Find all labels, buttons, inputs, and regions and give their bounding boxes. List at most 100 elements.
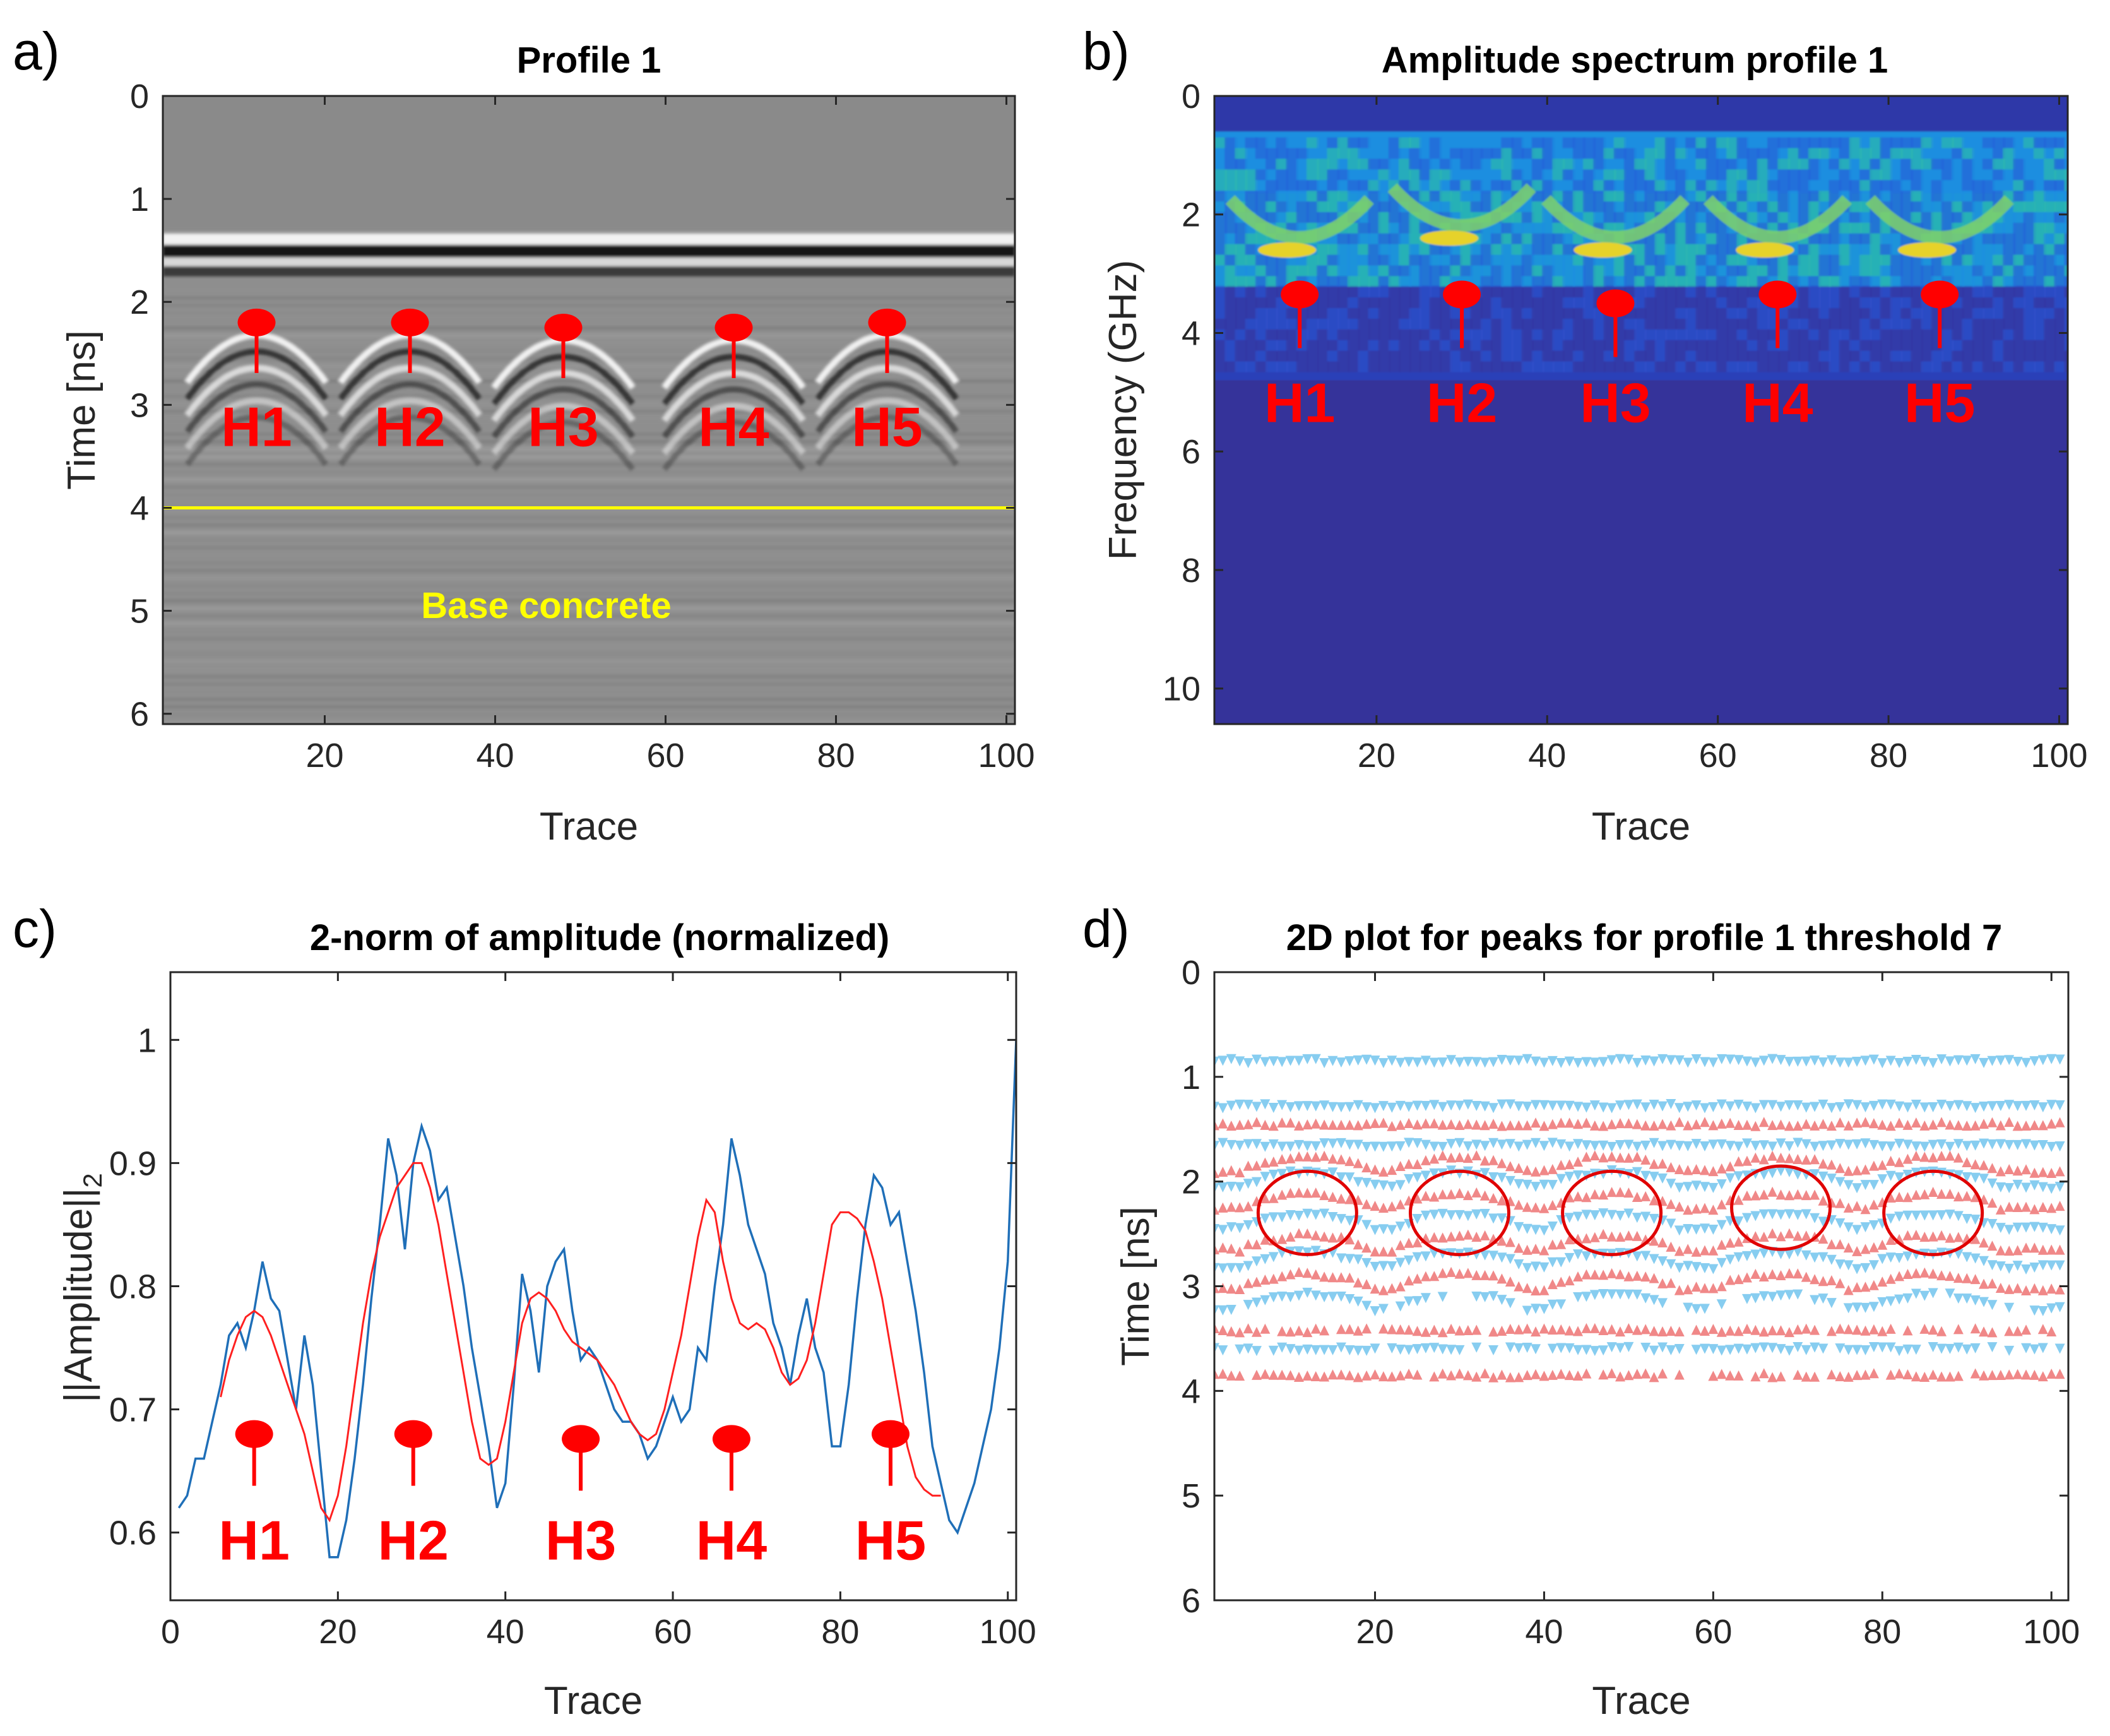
panel-b-cell (1327, 361, 1340, 372)
panel-b-cell (1276, 169, 1289, 181)
panel-a-texture-stripe (163, 598, 1015, 603)
panel-d-positive-peak (1775, 1102, 1786, 1112)
panel-d-negative-peak (1378, 1285, 1389, 1295)
panel-b-cell (1664, 329, 1678, 340)
panel-d-positive-peak (1589, 1346, 1600, 1357)
panel-b-cell (1255, 340, 1268, 351)
panel-b-cell (1746, 318, 1760, 330)
panel-d-negative-peak (1758, 1232, 1769, 1242)
panel-d-positive-peak (1810, 1102, 1820, 1112)
panel-d-negative-peak (1598, 1189, 1609, 1200)
panel-d-positive-peak (1471, 1209, 1482, 1220)
panel-d-negative-peak (1606, 1119, 1617, 1129)
panel-b-cell (1839, 137, 1852, 148)
panel-b-cell (1337, 148, 1350, 159)
panel-d-negative-peak (1387, 1165, 1397, 1175)
panel-b-cell (1470, 137, 1483, 148)
panel-d-negative-peak (1564, 1117, 1575, 1128)
panel-a-texture-stripe (163, 333, 1015, 338)
panel-b-cell (1890, 329, 1903, 340)
panel-d-negative-peak (1573, 1119, 1584, 1129)
panel-b-cell (1931, 180, 1944, 191)
panel-d-negative-peak (1319, 1190, 1330, 1201)
panel-d-positive-peak (1260, 1099, 1271, 1110)
panel-a-texture-stripe (163, 455, 1015, 459)
panel-d-negative-peak (1454, 1268, 1465, 1279)
panel-b-cell (1235, 361, 1248, 372)
panel-d-negative-peak (1226, 1283, 1236, 1294)
panel-b-cell (1501, 318, 1514, 330)
panel-b-cell (1562, 158, 1575, 170)
panel-d-positive-peak (1657, 1173, 1668, 1184)
panel-d-positive-peak (1708, 1102, 1719, 1112)
panel-d-positive-peak (1446, 1139, 1457, 1150)
panel-b-hotspot (1898, 242, 1957, 258)
panel-b-cell (1911, 318, 1924, 330)
panel-b-cell (1808, 287, 1821, 298)
panel-d-positive-peak (1260, 1057, 1271, 1067)
panel-d-positive-peak (2029, 1056, 2040, 1067)
panel-d-positive-peak (1260, 1254, 1271, 1264)
panel-d-positive-peak (1987, 1178, 1998, 1189)
panel-d-positive-peak (1437, 1102, 1448, 1112)
panel-d-positive-peak (2037, 1222, 2048, 1233)
panel-d-positive-peak (1214, 1102, 1219, 1112)
panel-b-cell (1726, 340, 1740, 351)
panel-d-negative-peak (1556, 1324, 1567, 1335)
panel-b-cell (1552, 158, 1565, 170)
panel-b-cell (2003, 233, 2016, 244)
panel-d-positive-peak (1885, 1141, 1896, 1152)
panel-d-positive-peak (1699, 1263, 1710, 1273)
panel-d-positive-peak (1885, 1099, 1896, 1110)
panel-b-cell (1265, 180, 1279, 191)
panel-d-positive-peak (1995, 1223, 2006, 1234)
panel-b-cell (1265, 158, 1279, 170)
panel-d-positive-peak (1843, 1260, 1854, 1271)
panel-d-negative-peak (1623, 1187, 1634, 1198)
panel-d-positive-peak (1911, 1141, 1921, 1152)
panel-b-cell (1767, 361, 1781, 372)
panel-b-cell (1521, 222, 1534, 234)
panel-b-cell (1501, 169, 1514, 181)
panel-d-negative-peak (1285, 1187, 1296, 1198)
panel-b-cell (1491, 158, 1504, 170)
panel-b-cell (2064, 361, 2068, 372)
panel-d-negative-peak (2046, 1369, 2057, 1379)
panel-b-cell (1358, 287, 1371, 298)
panel-a-hyperbola-band (338, 397, 482, 450)
panel-a: a) Profile 1 20 40 60 80 1000123456TraceTime… (13, 21, 1035, 848)
panel-b-cell (1368, 254, 1381, 266)
panel-d-positive-peak (1556, 1139, 1567, 1150)
panel-b-cell (1378, 211, 1391, 223)
panel-b-cell (1307, 254, 1320, 266)
panel-d-positive-peak (1818, 1171, 1828, 1182)
panel-a-texture-stripe (163, 651, 1015, 656)
panel-b-cell (2054, 244, 2067, 255)
panel-b-cell (1593, 158, 1606, 170)
panel-b-cell (1757, 148, 1770, 159)
panel-b-cell (1705, 350, 1719, 362)
panel-b-cell (1296, 254, 1309, 266)
panel-b-cell (1583, 308, 1596, 319)
panel-d-negative-peak (1260, 1193, 1271, 1204)
panel-d-negative-peak (1733, 1156, 1744, 1167)
panel-d-negative-peak (1970, 1192, 1981, 1203)
panel-b-cell (1419, 340, 1432, 351)
panel-b-cell (1685, 222, 1698, 234)
panel-c-ytick-label: 1 (138, 1021, 157, 1059)
panel-d-negative-peak (1708, 1204, 1719, 1215)
panel-b-cell (1399, 297, 1412, 309)
panel-d-negative-peak (1446, 1189, 1457, 1199)
panel-b-cell (1470, 254, 1483, 266)
panel-b-cell (1911, 148, 1924, 159)
panel-b-cell (1828, 169, 1842, 181)
panel-b-cell (1501, 340, 1514, 351)
panel-d-negative-peak (1995, 1166, 2006, 1177)
panel-d-positive-peak (1387, 1055, 1397, 1066)
panel-d-positive-peak (1226, 1263, 1236, 1273)
panel-b-cell (1808, 137, 1821, 148)
panel-b-cell (1880, 329, 1893, 340)
panel-b-cell (1818, 276, 1832, 287)
panel-b-cell (1777, 180, 1791, 191)
panel-d-negative-peak (1581, 1269, 1592, 1280)
